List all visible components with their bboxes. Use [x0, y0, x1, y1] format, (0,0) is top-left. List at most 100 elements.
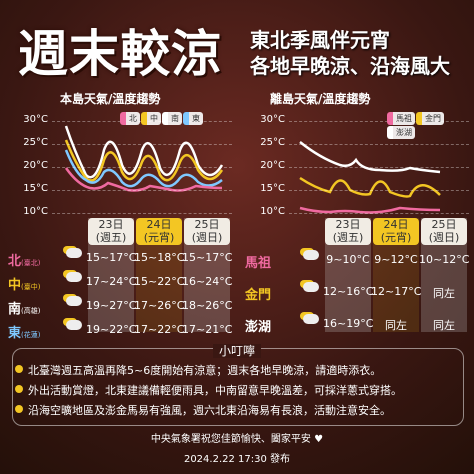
legend: 北中南東 [120, 112, 230, 125]
trend-lines [64, 125, 441, 214]
footer-published: 2024.2.22 17:30 發布 [183, 454, 291, 465]
notes-title: 小叮嚀 [212, 344, 261, 358]
temperature: 9~12°C [374, 253, 418, 266]
row-label: 澎湖 [245, 320, 272, 335]
row-label: 南 [8, 302, 22, 317]
y-tick-label: 20°C [23, 160, 48, 171]
day-weekday: (元宵) [143, 231, 175, 244]
temperature: 16~19°C [323, 317, 374, 330]
subtitle: 東北季風伴元宵 [250, 28, 390, 52]
note: 外出活動賞燈，北東建議備輕便雨具，中南留意早晚溫差，可採洋蔥式穿搭。 [15, 384, 402, 397]
row-name: 澎湖 [245, 316, 271, 335]
day-date: 24日 [146, 218, 172, 231]
day-date: 23日 [98, 218, 124, 231]
row-area: (花蓮) [21, 331, 41, 339]
y-tick-label: 10°C [260, 206, 285, 217]
footer-message: 中央氣象署祝您佳節愉快、闔家平安 ♥ [150, 434, 324, 445]
subtitle: 各地早晚涼、沿海風大 [250, 54, 450, 78]
row-label: 北 [8, 254, 22, 269]
grid-line [52, 167, 232, 168]
weather-icon [66, 248, 82, 258]
y-tick-label: 10°C [23, 206, 48, 217]
day-weekday: (週五) [332, 231, 364, 244]
temperature: 12~17°C [371, 285, 422, 298]
weather-icon [303, 250, 319, 260]
row-area: (高雄) [21, 307, 41, 315]
grid-line [289, 167, 469, 168]
day-header: 24日 (元宵) [373, 218, 419, 245]
row-name: 北(臺北) [8, 250, 40, 269]
day-weekday: (元宵) [380, 231, 412, 244]
row-label: 馬祖 [245, 256, 272, 271]
day-date: 25日 [194, 218, 220, 231]
legend-entry: 東 [183, 112, 203, 125]
row-name: 南(高雄) [8, 298, 40, 317]
row-name: 馬祖 [245, 252, 271, 271]
y-tick-label: 15°C [23, 183, 48, 194]
grid-line [289, 144, 469, 145]
legend: 馬祖 金門 澎湖 [387, 112, 467, 139]
row-label: 中 [8, 278, 22, 293]
day-header: 25日 (週日) [421, 218, 467, 245]
grid-line [52, 190, 232, 191]
weather-icon [303, 314, 319, 324]
legend-entry: 澎湖 [387, 126, 415, 139]
row-area: (臺中) [21, 283, 41, 291]
temperature: 18~26°C [182, 299, 233, 312]
day-weekday: (週日) [191, 231, 223, 244]
day-weekday: (週日) [428, 231, 460, 244]
row-name: 金門 [245, 284, 271, 303]
day-header: 23日 (週五) [325, 218, 371, 245]
temperature: 16~24°C [182, 275, 233, 288]
temperature: 10~12°C [419, 253, 470, 266]
day-date: 24日 [383, 218, 409, 231]
note: 沿海空曠地區及澎金馬易有強風，週六北東沿海易有長浪，活動注意安全。 [15, 404, 391, 417]
y-tick-label: 25°C [260, 137, 285, 148]
row-label: 東 [8, 326, 22, 341]
temperature: 9~10°C [326, 253, 370, 266]
weather-icon [66, 320, 82, 330]
row-area: (臺北) [21, 259, 41, 267]
temperature: 同左 [433, 287, 455, 300]
grid-line [52, 144, 232, 145]
weather-icon [303, 282, 319, 292]
legend-entry: 北 [120, 112, 140, 125]
temperature: 17~24°C [86, 275, 137, 288]
day-header: 23日 (週五) [88, 218, 134, 245]
legend-entry: 南 [162, 112, 182, 125]
legend-entry: 金門 [416, 112, 444, 125]
title: 週末較涼 [18, 25, 222, 83]
note: 北臺灣週五高溫再降5~6度開始有涼意；週末各地早晚涼，請適時添衣。 [14, 364, 382, 377]
temperature: 19~22°C [86, 323, 137, 336]
grid-line [52, 213, 232, 214]
temperature: 15~17°C [182, 251, 233, 264]
y-tick-label: 30°C [23, 114, 48, 125]
row-name: 中(臺中) [8, 274, 40, 293]
day-header: 24日 (元宵) [136, 218, 182, 245]
temperature: 同左 [385, 319, 407, 332]
day-weekday: (週五) [95, 231, 127, 244]
y-tick-label: 30°C [260, 114, 285, 125]
temperature: 17~26°C [134, 299, 185, 312]
panel-title: 本島天氣/溫度趨勢 [60, 92, 161, 106]
temperature: 15~22°C [134, 275, 185, 288]
y-tick-label: 20°C [260, 160, 285, 171]
temperature: 12~16°C [323, 285, 374, 298]
weather-icon [66, 296, 82, 306]
row-label: 金門 [245, 288, 272, 303]
day-header: 25日 (週日) [184, 218, 230, 245]
notes-title-wrap: 小叮嚀 [0, 340, 474, 359]
day-date: 25日 [431, 218, 457, 231]
temperature: 17~21°C [182, 323, 233, 336]
legend-entry: 馬祖 [387, 112, 415, 125]
legend-entry: 中 [141, 112, 161, 125]
grid-line [289, 213, 469, 214]
temperature: 17~22°C [134, 323, 185, 336]
grid-line [289, 121, 469, 122]
temperature: 15~18°C [134, 251, 185, 264]
day-date: 23日 [335, 218, 361, 231]
temperature: 15~17°C [86, 251, 137, 264]
temperature: 19~27°C [86, 299, 137, 312]
